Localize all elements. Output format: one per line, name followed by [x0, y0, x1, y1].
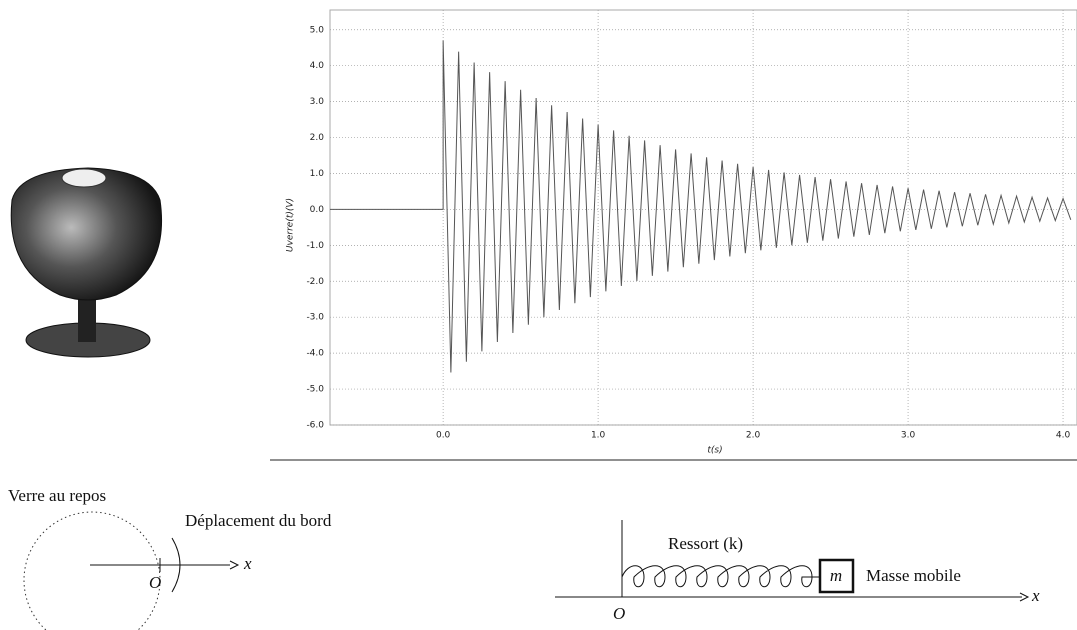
glass-image — [10, 167, 163, 358]
mass-box — [818, 558, 855, 594]
displaced-rim — [171, 537, 181, 593]
y-tick-label: -3.0 — [306, 313, 324, 323]
y-tick-label: 0.0 — [310, 205, 325, 215]
y-tick-label: 1.0 — [310, 169, 325, 179]
axis-label: x — [1031, 586, 1040, 605]
spring-label: Ressort (k) — [668, 534, 743, 553]
glass-title: Verre au repos — [8, 486, 106, 505]
x-tick-label: 2.0 — [746, 431, 761, 441]
y-tick-label: -4.0 — [306, 349, 324, 359]
signal-line — [330, 40, 1072, 373]
y-tick-label: 3.0 — [310, 97, 325, 107]
x-tick-label: 1.0 — [591, 431, 606, 441]
y-tick-label: -5.0 — [306, 385, 324, 395]
x-axis-label: t(s) — [707, 446, 722, 456]
y-axis-label: Uverre(t)(V) — [286, 198, 296, 252]
arrow — [1019, 592, 1030, 602]
y-tick-label: 5.0 — [310, 25, 325, 35]
y-tick-label: 2.0 — [310, 133, 325, 143]
spring — [621, 565, 820, 588]
y-tick-label: 4.0 — [310, 61, 325, 71]
mass-symbol: m — [830, 566, 842, 585]
origin-label: O — [149, 573, 161, 592]
x-tick-label: 0.0 — [436, 431, 451, 441]
mass-label: Masse mobile — [866, 566, 961, 585]
y-tick-label: -1.0 — [306, 241, 324, 251]
plot-frame — [329, 9, 1077, 426]
axis-label: x — [243, 554, 252, 573]
x-tick-label: 3.0 — [901, 431, 916, 441]
glass-rim — [23, 511, 161, 630]
y-tick-label: -2.0 — [306, 277, 324, 287]
y-tick-label: -6.0 — [306, 421, 324, 431]
arrow — [229, 560, 240, 570]
x-tick-label: 4.0 — [1056, 431, 1071, 441]
origin-label: O — [613, 604, 625, 623]
glass-caption: Déplacement du bord — [185, 511, 332, 530]
